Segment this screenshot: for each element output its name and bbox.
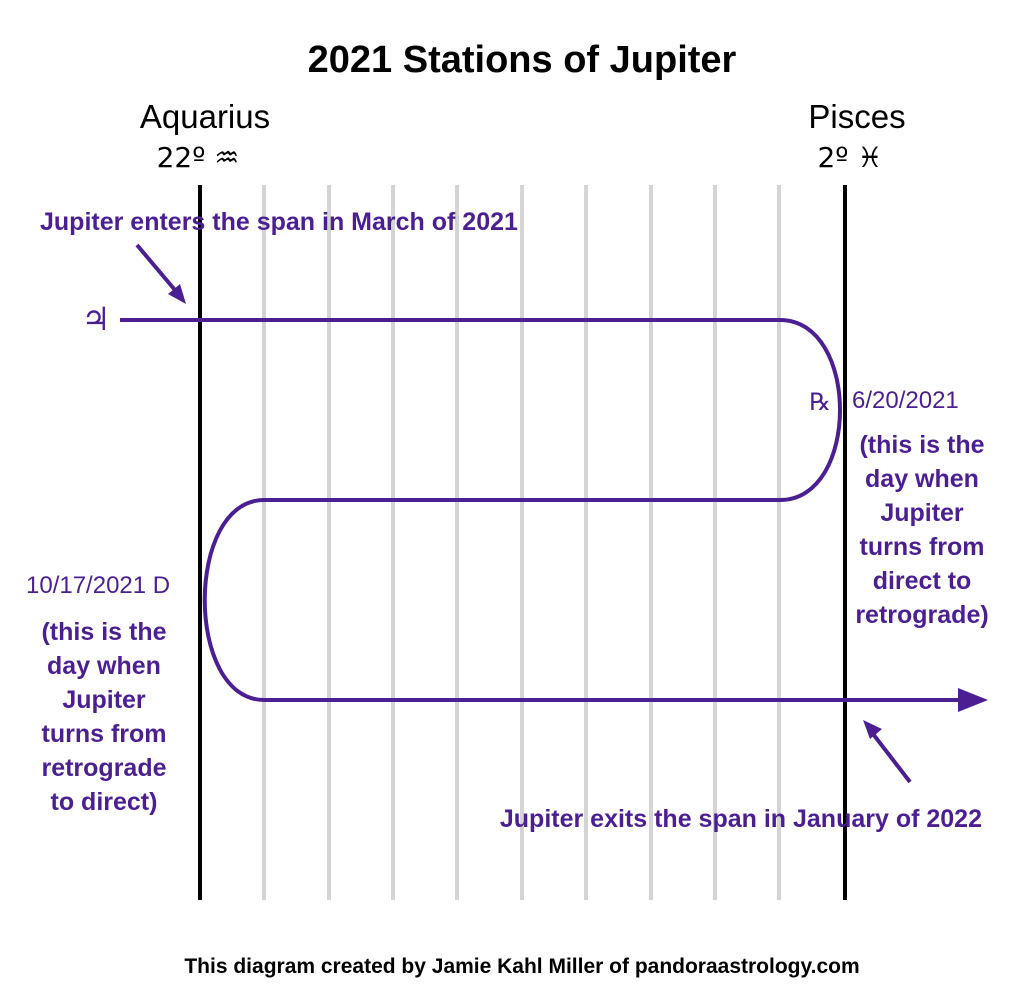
station-note: Jupiter bbox=[880, 499, 964, 527]
sign-name: Pisces bbox=[808, 98, 905, 135]
sign-degree: 2º ♓ bbox=[817, 141, 882, 174]
exit-note: Jupiter exits the span in January of 202… bbox=[500, 805, 982, 833]
station-note: to direct) bbox=[51, 788, 158, 816]
station-note: day when bbox=[865, 465, 979, 493]
station-note: direct to bbox=[873, 567, 972, 595]
station-note: Jupiter bbox=[62, 686, 146, 714]
station-note: turns from bbox=[860, 533, 985, 561]
title: 2021 Stations of Jupiter bbox=[308, 39, 737, 81]
jupiter-path bbox=[120, 318, 962, 702]
sign-degree: 22º ♒ bbox=[157, 141, 240, 174]
pointer-arrow bbox=[868, 728, 912, 784]
sign-name: Aquarius bbox=[140, 98, 270, 135]
pointer-arrow bbox=[135, 243, 182, 298]
station-note: retrograde bbox=[41, 754, 166, 782]
station-date: 6/20/2021 bbox=[852, 387, 959, 414]
arrowhead bbox=[863, 720, 882, 739]
station-note: (this is the bbox=[41, 618, 166, 646]
enter-note: Jupiter enters the span in March of 2021 bbox=[40, 208, 518, 236]
station-date: 10/17/2021 D bbox=[26, 572, 170, 599]
station-note: retrograde) bbox=[855, 601, 988, 629]
gray-lines bbox=[262, 185, 781, 900]
arrowhead bbox=[958, 688, 988, 712]
planet-glyph: ♃ bbox=[82, 300, 111, 338]
station-note: day when bbox=[47, 652, 161, 680]
retrograde-glyph: ℞ bbox=[809, 388, 831, 416]
station-note: turns from bbox=[42, 720, 167, 748]
arrowhead bbox=[168, 284, 186, 304]
footer: This diagram created by Jamie Kahl Mille… bbox=[184, 955, 859, 978]
station-note: (this is the bbox=[859, 431, 984, 459]
